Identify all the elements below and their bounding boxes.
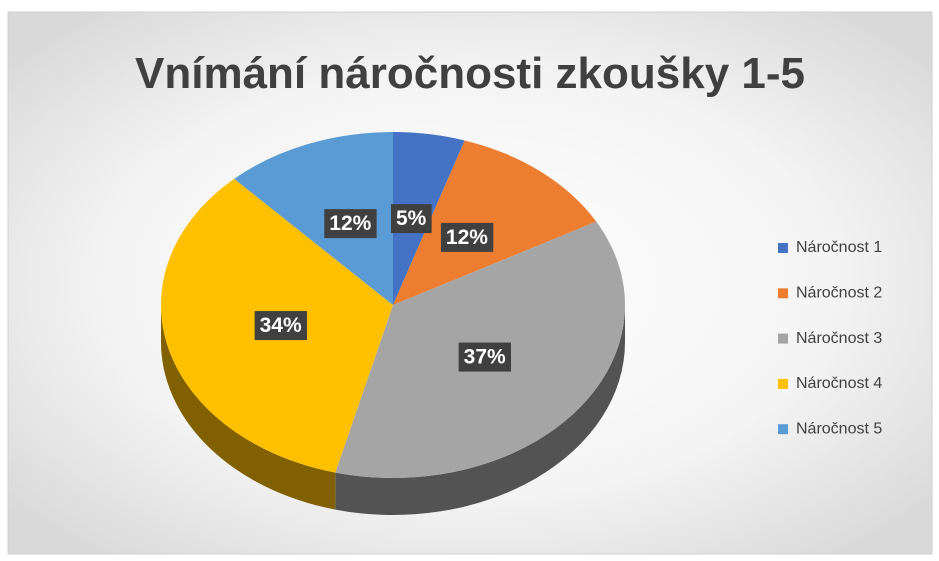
slice bbox=[234, 132, 393, 305]
slice bbox=[393, 140, 597, 305]
legend-label: Náročnost 4 bbox=[796, 375, 882, 392]
legend-label: Náročnost 5 bbox=[796, 420, 882, 437]
value-label-box bbox=[440, 222, 494, 252]
value-label-box bbox=[390, 204, 432, 234]
legend: Náročnost 1 Náročnost 2 Náročnost 3 Náročno… bbox=[778, 239, 882, 437]
legend-label: Náročnost 3 bbox=[796, 330, 882, 347]
value-label: 37% bbox=[464, 346, 506, 369]
value-label-box bbox=[324, 209, 377, 239]
legend-label: Náročnost 1 bbox=[796, 239, 882, 256]
legend-swatch bbox=[778, 424, 788, 435]
legend-swatch bbox=[778, 243, 788, 253]
pie bbox=[160, 132, 625, 515]
value-label: 12% bbox=[329, 212, 371, 235]
value-label-box bbox=[254, 311, 307, 341]
value-label: 34% bbox=[260, 314, 302, 337]
legend-label: Náročnost 2 bbox=[796, 285, 882, 302]
value-label: 5% bbox=[396, 207, 427, 230]
chart-title: Vnímání náročnosti zkoušky 1-5 bbox=[135, 49, 805, 98]
value-label: 12% bbox=[446, 226, 488, 249]
legend-swatch bbox=[778, 378, 788, 389]
value-label-box bbox=[458, 342, 512, 372]
slice-side bbox=[161, 305, 336, 510]
legend-swatch bbox=[778, 333, 788, 344]
legend-swatch bbox=[778, 288, 788, 299]
labels: 5% 12% 37% 34% 12% bbox=[254, 204, 512, 372]
slice-side bbox=[335, 305, 625, 515]
